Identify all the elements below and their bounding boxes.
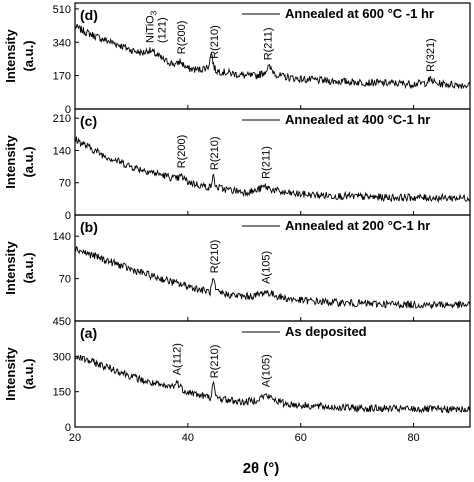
x-tick-label: 40 [182,432,194,444]
panel-a: 0 150 300 450 (a) As deposited A(112) R(210) A(1… [3,316,471,434]
spectrum-line [74,136,471,204]
y-axis-title: Intensity [3,241,18,295]
y-tick-label: 70 [59,274,71,286]
y-axis-unit: (a.u.) [21,40,36,71]
peak-label: R(211) [262,27,274,60]
y-axis-unit: (a.u.) [21,358,36,389]
peak-label: R(210) [209,240,221,274]
y-tick-label: 450 [53,316,71,328]
peak-label: A(105) [261,354,273,387]
panel-b: 70 140 (b) Annealed at 200 °C-1 hr R(210) A(1… [3,214,471,322]
y-tick-label: 340 [53,37,71,49]
x-tick-label: 20 [69,432,81,444]
peak-label: R(210) [209,136,221,170]
y-tick-label: 140 [53,145,71,157]
legend-label: Annealed at 400 °C-1 hr [285,112,430,127]
y-tick-label: 510 [53,4,71,16]
panel-label: (b) [80,219,98,235]
peak-label: R(211) [261,146,273,179]
x-tick-label: 60 [295,432,307,444]
panel-c: 0 70 140 210 (c) Annealed at 400 °C-1 hr R(200… [3,108,471,222]
peak-label: A(112) [172,343,184,375]
legend-label: Annealed at 600 °C -1 hr [285,6,434,21]
y-axis-unit: (a.u.) [21,252,36,283]
y-axis-title: Intensity [3,29,18,83]
peak-label: R(321) [425,38,437,72]
y-tick-label: 170 [53,71,71,83]
panel-frame [74,320,471,428]
legend-label: As deposited [285,324,367,339]
legend-label: Annealed at 200 °C-1 hr [285,218,430,233]
x-tick-label: 80 [407,432,419,444]
spectrum-line [74,245,471,310]
panel-label: (d) [80,7,98,23]
y-tick-label: 150 [53,387,71,399]
y-tick-label: 70 [59,178,71,190]
y-tick-label: 300 [53,351,71,363]
y-tick-label: 0 [65,422,71,434]
x-axis: 20 40 60 80 [69,432,420,444]
spectrum-line [74,355,471,414]
panel-label: (c) [80,113,97,129]
peak-label: A(105) [261,251,273,284]
x-axis-label: 2θ (°) [243,460,280,477]
y-tick-label: 210 [53,113,71,125]
panel-d: 0 170 340 510 (d) Annealed at 600 °C -1 hr NiT… [3,2,471,116]
panel-label: (a) [80,325,97,341]
y-tick-label: 0 [65,104,71,116]
spectrum-line [74,23,471,90]
peak-label: NiTiO3 [145,10,159,43]
panels-group: 0 170 340 510 (d) Annealed at 600 °C -1 hr NiT… [3,2,471,434]
y-axis-unit: (a.u.) [21,146,36,177]
y-tick-label: 0 [65,210,71,222]
peak-label-line2: (121) [157,17,169,43]
peak-label: R(200) [176,21,188,55]
y-axis-title: Intensity [3,135,18,189]
peak-label: R(210) [209,345,221,379]
y-axis-title: Intensity [3,347,18,401]
peak-label: R(210) [209,25,221,59]
y-tick-label: 140 [53,231,71,243]
peak-label: R(200) [176,135,188,169]
